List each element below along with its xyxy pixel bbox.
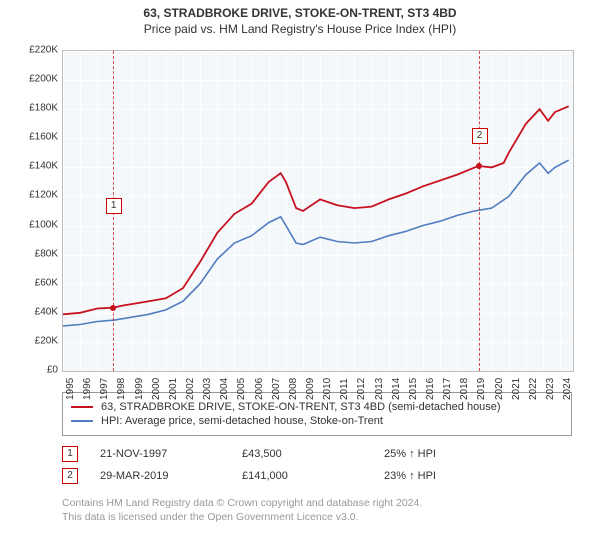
x-tick-label: 2014 bbox=[391, 378, 402, 400]
x-tick-label: 2007 bbox=[271, 378, 282, 400]
x-tick-label: 2012 bbox=[356, 378, 367, 400]
sale-delta: 23% ↑ HPI bbox=[384, 470, 504, 482]
x-tick-label: 1999 bbox=[134, 378, 145, 400]
x-tick-label: 2024 bbox=[562, 378, 573, 400]
legend-label: HPI: Average price, semi-detached house,… bbox=[101, 415, 383, 427]
legend-row: 63, STRADBROKE DRIVE, STOKE-ON-TRENT, ST… bbox=[71, 401, 563, 413]
x-tick-label: 1998 bbox=[116, 378, 127, 400]
x-tick-label: 2008 bbox=[288, 378, 299, 400]
sale-date: 29-MAR-2019 bbox=[100, 470, 220, 482]
x-tick-label: 2003 bbox=[202, 378, 213, 400]
sales-table: 1 21-NOV-1997 £43,500 25% ↑ HPI 2 29-MAR… bbox=[62, 440, 572, 490]
x-tick-label: 2011 bbox=[339, 378, 350, 400]
x-tick-label: 1996 bbox=[82, 378, 93, 400]
event-marker bbox=[110, 305, 116, 311]
chart-lines bbox=[63, 51, 573, 371]
event-marker bbox=[476, 163, 482, 169]
y-tick-label: £20K bbox=[18, 335, 58, 346]
x-tick-label: 2000 bbox=[151, 378, 162, 400]
x-tick-label: 1995 bbox=[65, 378, 76, 400]
x-tick-label: 2002 bbox=[185, 378, 196, 400]
x-tick-label: 2010 bbox=[322, 378, 333, 400]
event-line bbox=[479, 51, 480, 371]
sale-price: £43,500 bbox=[242, 448, 362, 460]
x-tick-label: 2019 bbox=[476, 378, 487, 400]
title-address: 63, STRADBROKE DRIVE, STOKE-ON-TRENT, ST… bbox=[0, 6, 600, 20]
sale-num: 2 bbox=[62, 468, 78, 484]
y-tick-label: £80K bbox=[18, 248, 58, 259]
attribution: Contains HM Land Registry data © Crown c… bbox=[62, 496, 572, 524]
x-tick-label: 2018 bbox=[459, 378, 470, 400]
y-tick-label: £0 bbox=[18, 365, 58, 376]
x-tick-label: 2009 bbox=[305, 378, 316, 400]
sale-row: 2 29-MAR-2019 £141,000 23% ↑ HPI bbox=[62, 468, 572, 484]
x-tick-label: 2013 bbox=[374, 378, 385, 400]
y-tick-label: £60K bbox=[18, 277, 58, 288]
y-tick-label: £100K bbox=[18, 219, 58, 230]
legend-swatch bbox=[71, 420, 93, 422]
legend-swatch bbox=[71, 406, 93, 408]
y-tick-label: £140K bbox=[18, 161, 58, 172]
attribution-line: Contains HM Land Registry data © Crown c… bbox=[62, 496, 572, 510]
sale-delta: 25% ↑ HPI bbox=[384, 448, 504, 460]
sale-price: £141,000 bbox=[242, 470, 362, 482]
x-tick-label: 2005 bbox=[236, 378, 247, 400]
x-tick-label: 2023 bbox=[545, 378, 556, 400]
sale-num: 1 bbox=[62, 446, 78, 462]
x-tick-label: 2020 bbox=[494, 378, 505, 400]
x-tick-label: 2001 bbox=[168, 378, 179, 400]
event-box: 1 bbox=[106, 198, 122, 214]
y-tick-label: £220K bbox=[18, 45, 58, 56]
event-box: 2 bbox=[472, 128, 488, 144]
y-tick-label: £40K bbox=[18, 306, 58, 317]
x-tick-label: 2021 bbox=[511, 378, 522, 400]
x-tick-label: 2004 bbox=[219, 378, 230, 400]
sale-date: 21-NOV-1997 bbox=[100, 448, 220, 460]
chart-plot: 12 bbox=[62, 50, 574, 372]
x-tick-label: 2022 bbox=[528, 378, 539, 400]
y-tick-label: £160K bbox=[18, 132, 58, 143]
legend-label: 63, STRADBROKE DRIVE, STOKE-ON-TRENT, ST… bbox=[101, 401, 501, 413]
y-tick-label: £180K bbox=[18, 103, 58, 114]
series-address bbox=[63, 106, 569, 314]
sale-row: 1 21-NOV-1997 £43,500 25% ↑ HPI bbox=[62, 446, 572, 462]
x-tick-label: 2015 bbox=[408, 378, 419, 400]
chart-titles: 63, STRADBROKE DRIVE, STOKE-ON-TRENT, ST… bbox=[0, 0, 600, 36]
title-subtitle: Price paid vs. HM Land Registry's House … bbox=[0, 22, 600, 36]
x-tick-label: 1997 bbox=[99, 378, 110, 400]
x-tick-label: 2017 bbox=[442, 378, 453, 400]
x-tick-label: 2016 bbox=[425, 378, 436, 400]
legend-row: HPI: Average price, semi-detached house,… bbox=[71, 415, 563, 427]
y-tick-label: £120K bbox=[18, 190, 58, 201]
x-tick-label: 2006 bbox=[254, 378, 265, 400]
attribution-line: This data is licensed under the Open Gov… bbox=[62, 510, 572, 524]
series-hpi bbox=[63, 160, 569, 326]
y-tick-label: £200K bbox=[18, 74, 58, 85]
